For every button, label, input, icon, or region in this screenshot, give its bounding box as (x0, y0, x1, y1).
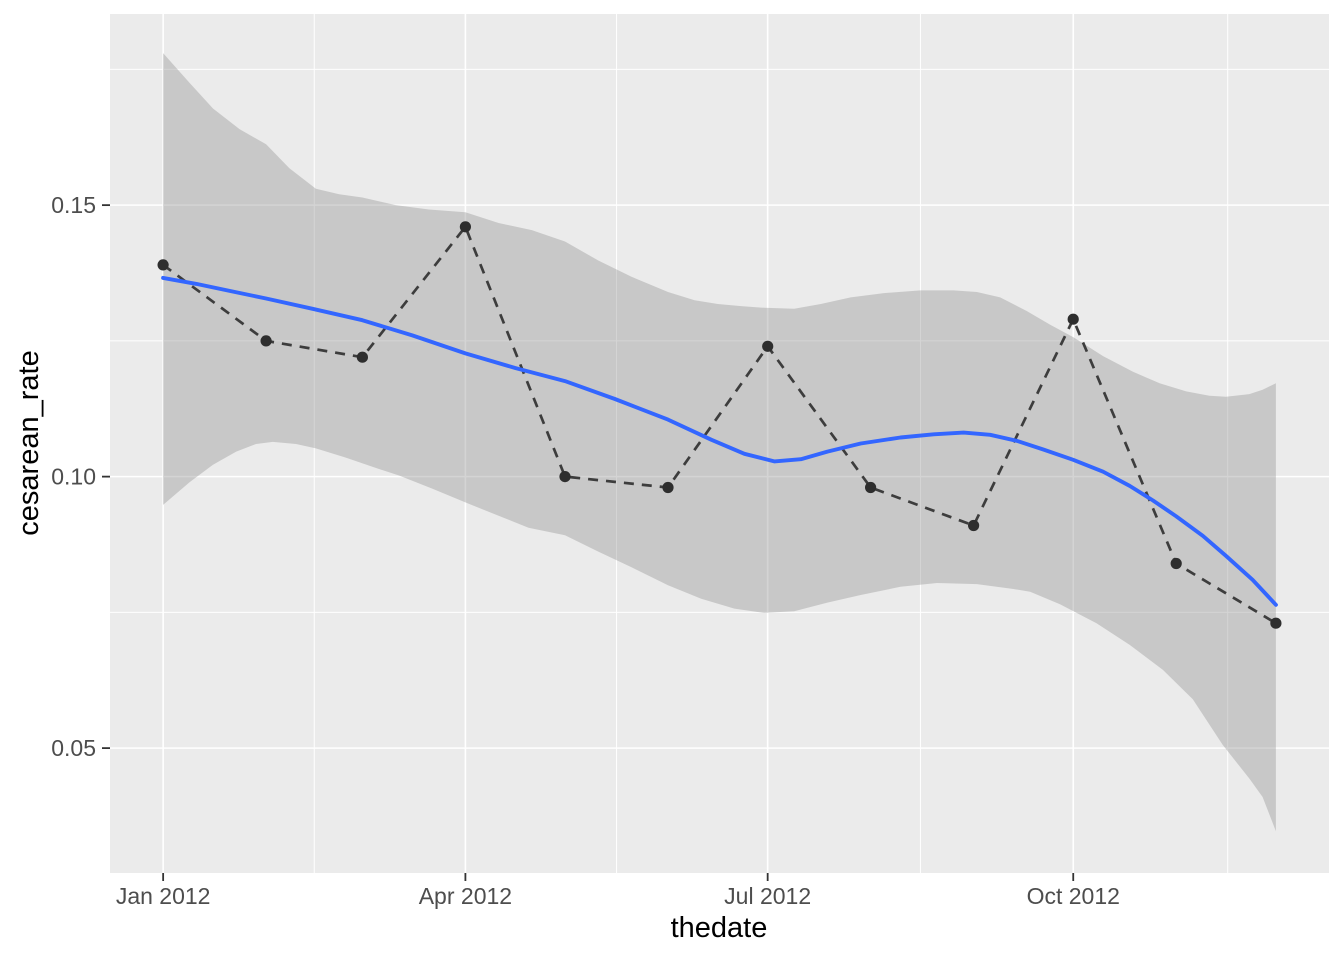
y-tick-label: 0.15 (51, 192, 96, 218)
data-point (459, 221, 471, 233)
data-point (662, 481, 674, 494)
x-axis-title: thedate (671, 912, 768, 944)
axis-tick-labels-layer: 0.05 0.10 0.15 Jan 2012 Apr 2012 Jul 2012 Oct … (51, 192, 1120, 909)
smooth-line-layer (161, 275, 1278, 607)
x-tick-label: Oct 2012 (1027, 883, 1120, 909)
data-point (1270, 617, 1282, 629)
y-axis-title: cesarean_rate (13, 350, 45, 535)
minor-gridlines (110, 14, 1329, 873)
data-point (559, 471, 571, 483)
x-tick-label: Jan 2012 (116, 883, 211, 909)
data-point (260, 335, 272, 347)
data-point (968, 519, 980, 532)
data-point (157, 259, 169, 271)
observed-dashed-line (162, 225, 1277, 625)
y-tick-label: 0.05 (51, 735, 96, 761)
data-point (356, 351, 368, 363)
data-point (865, 481, 877, 494)
data-point (1170, 557, 1182, 570)
data-points-layer (157, 221, 1282, 629)
major-gridlines (110, 14, 1329, 873)
data-point (762, 340, 774, 352)
data-point (1067, 313, 1079, 325)
x-tick-label: Jul 2012 (724, 883, 811, 909)
y-tick-label: 0.10 (51, 464, 96, 490)
x-tick-label: Apr 2012 (419, 883, 512, 909)
axis-ticks-layer (102, 204, 1075, 881)
loess-smooth-line (161, 275, 1278, 607)
observed-series-layer (162, 225, 1277, 625)
